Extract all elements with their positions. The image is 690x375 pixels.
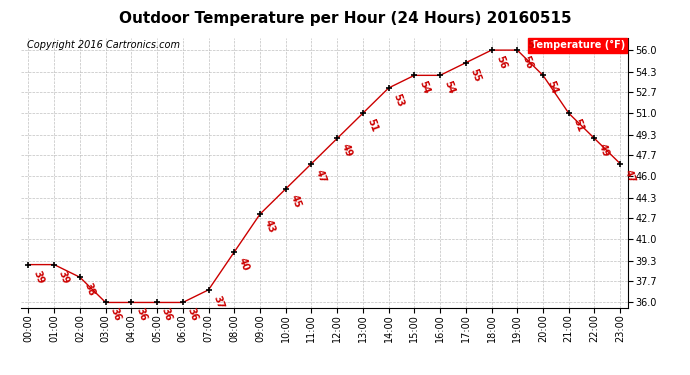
Text: 36: 36 [160,307,174,323]
Text: 54: 54 [443,80,457,96]
Text: 36: 36 [186,307,199,323]
Text: Copyright 2016 Cartronics.com: Copyright 2016 Cartronics.com [27,40,180,50]
Text: 47: 47 [314,168,328,184]
Text: 51: 51 [571,117,586,134]
Text: 54: 54 [546,80,560,96]
Text: 55: 55 [469,67,482,83]
Text: 56: 56 [494,54,509,70]
Text: 36: 36 [134,307,148,323]
Text: 47: 47 [623,168,637,184]
Text: 37: 37 [211,294,226,310]
Text: 38: 38 [83,281,97,298]
Text: 39: 39 [31,269,46,285]
Text: 40: 40 [237,256,251,272]
Text: 5: 5 [528,40,535,50]
Text: 45: 45 [288,193,302,209]
Text: 54: 54 [417,80,431,96]
Text: 56: 56 [520,54,534,70]
Text: 39: 39 [57,269,71,285]
Text: 49: 49 [340,142,354,159]
Text: 49: 49 [598,142,611,159]
Text: 36: 36 [108,307,122,323]
Text: Outdoor Temperature per Hour (24 Hours) 20160515: Outdoor Temperature per Hour (24 Hours) … [119,11,571,26]
Text: Temperature (°F): Temperature (°F) [531,40,625,50]
Text: 51: 51 [366,117,380,134]
Text: 43: 43 [263,218,277,234]
Text: 53: 53 [391,92,406,108]
